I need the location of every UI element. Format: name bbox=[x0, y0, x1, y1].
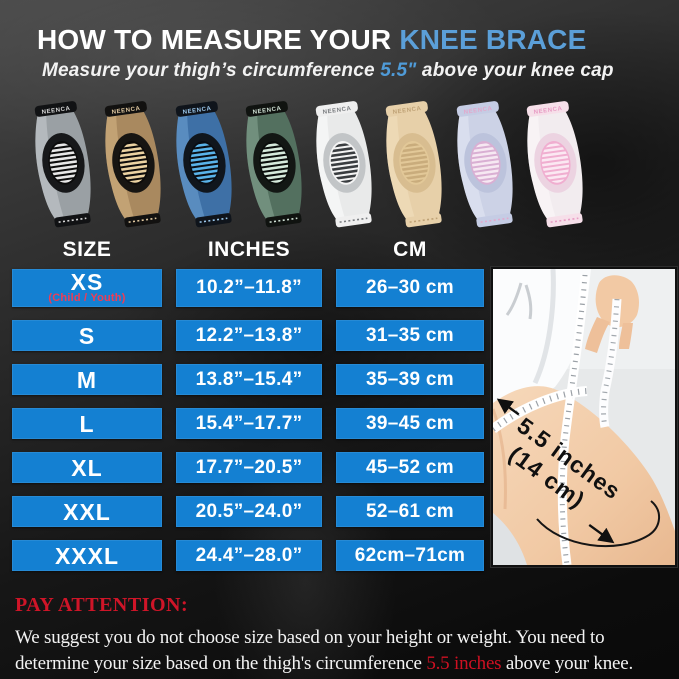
page-title: HOW TO MEASURE YOUR KNEE BRACE bbox=[37, 24, 586, 56]
inches-cell: 10.2”–11.8” bbox=[176, 269, 322, 307]
table-row-xxl: XXL 20.5”–24.0” 52–61 cm bbox=[12, 496, 484, 527]
svg-text:NEENCA: NEENCA bbox=[463, 106, 493, 116]
measurement-photo: 5.5 inches (14 cm) bbox=[491, 267, 677, 567]
size-value: XXXL bbox=[54, 542, 120, 569]
footer-measurement: 5.5 inches bbox=[426, 653, 502, 674]
size-note: (Child / Youth) bbox=[48, 292, 126, 304]
knee-brace-blue: NEENCA bbox=[169, 100, 239, 234]
knee-brace-beige: NEENCA bbox=[379, 100, 449, 234]
knee-circumference-arc bbox=[536, 500, 660, 547]
inches-cell: 17.7”–20.5” bbox=[176, 452, 322, 483]
size-cell: XXXL bbox=[12, 540, 162, 571]
svg-text:NEENCA: NEENCA bbox=[112, 106, 142, 116]
pay-attention-label: PAY ATTENTION: bbox=[15, 594, 189, 616]
size-value: L bbox=[79, 410, 95, 437]
size-cell: L bbox=[12, 408, 162, 439]
subtitle-measurement: 5.5" bbox=[380, 60, 417, 81]
cm-cell: 31–35 cm bbox=[336, 320, 484, 351]
size-value: S bbox=[78, 322, 96, 349]
measuring-tape bbox=[493, 274, 622, 565]
inches-cell: 24.4”–28.0” bbox=[176, 540, 322, 571]
size-table: SIZE INCHES CM XS (Child / Youth) 10.2”–… bbox=[12, 238, 484, 584]
size-cell: XL bbox=[12, 452, 162, 483]
svg-text:NEENCA: NEENCA bbox=[393, 106, 423, 116]
size-value: XS bbox=[70, 269, 104, 295]
svg-text:NEENCA: NEENCA bbox=[533, 106, 563, 116]
table-row-xl: XL 17.7”–20.5” 45–52 cm bbox=[12, 452, 484, 483]
inches-cell: 13.8”–15.4” bbox=[176, 364, 322, 395]
cm-cell: 26–30 cm bbox=[336, 269, 484, 307]
table-row-xxxl: XXXL 24.4”–28.0” 62cm–71cm bbox=[12, 540, 484, 571]
column-header-inches: INCHES bbox=[207, 238, 291, 261]
column-header-size: SIZE bbox=[62, 238, 112, 261]
footer-body: We suggest you do not choose size based … bbox=[15, 625, 675, 677]
table-row-l: L 15.4”–17.7” 39–45 cm bbox=[12, 408, 484, 439]
footer-line2-pre: determine your size based on the thigh's… bbox=[15, 653, 427, 674]
svg-text:NEENCA: NEENCA bbox=[41, 106, 71, 116]
column-header-cm: CM bbox=[393, 238, 427, 261]
size-cell: M bbox=[12, 364, 162, 395]
knee-brace-lavender: NEENCA bbox=[450, 100, 520, 234]
title-blue-part: KNEE BRACE bbox=[399, 24, 587, 55]
table-row-m: M 13.8”–15.4” 35–39 cm bbox=[12, 364, 484, 395]
svg-text:NEENCA: NEENCA bbox=[252, 106, 282, 116]
size-cell: XXL bbox=[12, 496, 162, 527]
measurement-photo-art: 5.5 inches (14 cm) bbox=[493, 269, 675, 565]
cm-cell: 62cm–71cm bbox=[336, 540, 484, 571]
inches-cell: 12.2”–13.8” bbox=[176, 320, 322, 351]
cm-cell: 52–61 cm bbox=[336, 496, 484, 527]
size-cell: XS (Child / Youth) bbox=[12, 269, 162, 307]
product-color-row: NEENCA NEENCA NEENCA bbox=[28, 100, 590, 236]
knee-brace-white: NEENCA bbox=[309, 100, 379, 234]
subtitle-post: above your knee cap bbox=[416, 60, 614, 81]
cm-cell: 45–52 cm bbox=[336, 452, 484, 483]
table-row-xs: XS (Child / Youth) 10.2”–11.8” 26–30 cm bbox=[12, 269, 484, 307]
knee-brace-green: NEENCA bbox=[239, 100, 309, 234]
knee-brace-gray: NEENCA bbox=[28, 100, 98, 234]
size-value: M bbox=[76, 366, 98, 393]
knee-brace-pink: NEENCA bbox=[520, 100, 590, 234]
svg-text:NEENCA: NEENCA bbox=[323, 106, 353, 116]
footer-line1: We suggest you do not choose size based … bbox=[15, 627, 605, 648]
title-white-part: HOW TO MEASURE YOUR bbox=[37, 24, 400, 55]
knee-brace-bronze: NEENCA bbox=[98, 100, 168, 234]
cm-cell: 35–39 cm bbox=[336, 364, 484, 395]
svg-text:NEENCA: NEENCA bbox=[182, 106, 212, 116]
inches-cell: 15.4”–17.7” bbox=[176, 408, 322, 439]
white-shorts bbox=[493, 269, 591, 409]
subtitle-pre: Measure your thigh’s circumference bbox=[42, 60, 381, 81]
size-value: XL bbox=[71, 454, 103, 481]
footer-note: PAY ATTENTION: We suggest you do not cho… bbox=[15, 594, 675, 677]
size-table-header: SIZE INCHES CM bbox=[12, 238, 484, 262]
footer-line2-post: above your knee. bbox=[501, 653, 634, 674]
size-cell: S bbox=[12, 320, 162, 351]
inches-cell: 20.5”–24.0” bbox=[176, 496, 322, 527]
size-value: XXL bbox=[63, 498, 111, 525]
page-subtitle: Measure your thigh’s circumference 5.5" … bbox=[42, 60, 614, 82]
table-row-s: S 12.2”–13.8” 31–35 cm bbox=[12, 320, 484, 351]
cm-cell: 39–45 cm bbox=[336, 408, 484, 439]
